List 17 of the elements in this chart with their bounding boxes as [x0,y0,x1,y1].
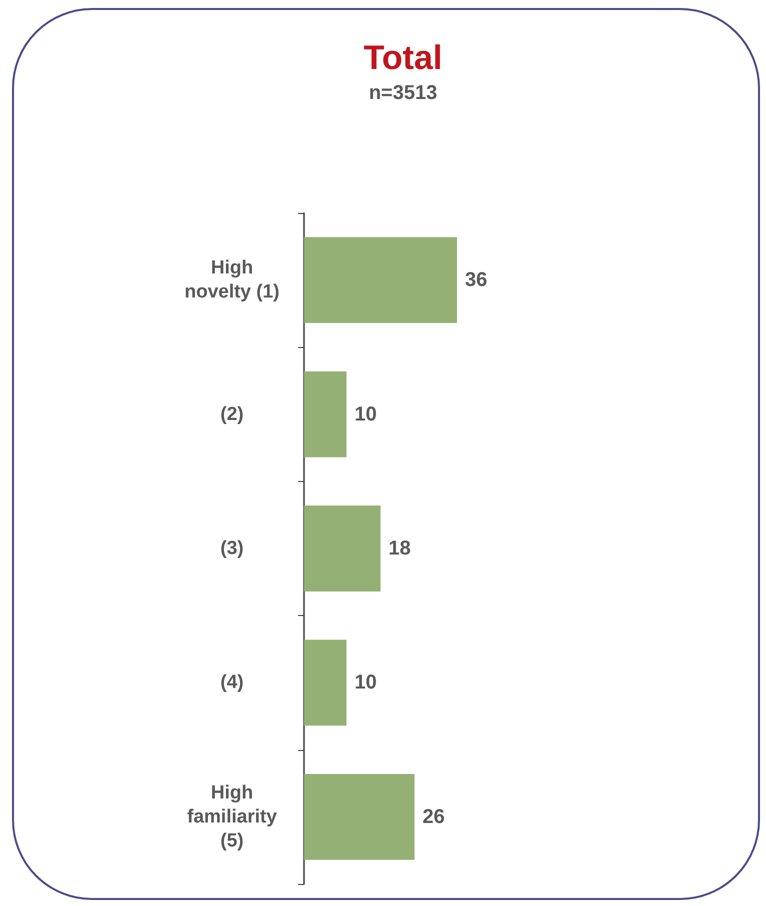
data-label: 36 [465,269,488,292]
chart-subtitle: n=3513 [368,82,438,104]
y-tick-label: (3) [220,538,244,559]
bar [304,506,380,592]
bar [304,237,457,324]
bar [304,640,346,726]
chart-title: Total [364,39,442,77]
bar [304,774,414,860]
bar [304,371,346,458]
data-label: 10 [354,403,377,426]
data-label: 26 [422,806,445,828]
y-tick-label: High novelty (1) [184,258,280,303]
data-label: 10 [354,672,377,694]
data-label: 18 [388,538,411,560]
y-tick-label: (2) [220,404,244,425]
y-tick-label: (4) [220,672,244,694]
y-tick-label: High familiarity (5) [187,782,278,852]
